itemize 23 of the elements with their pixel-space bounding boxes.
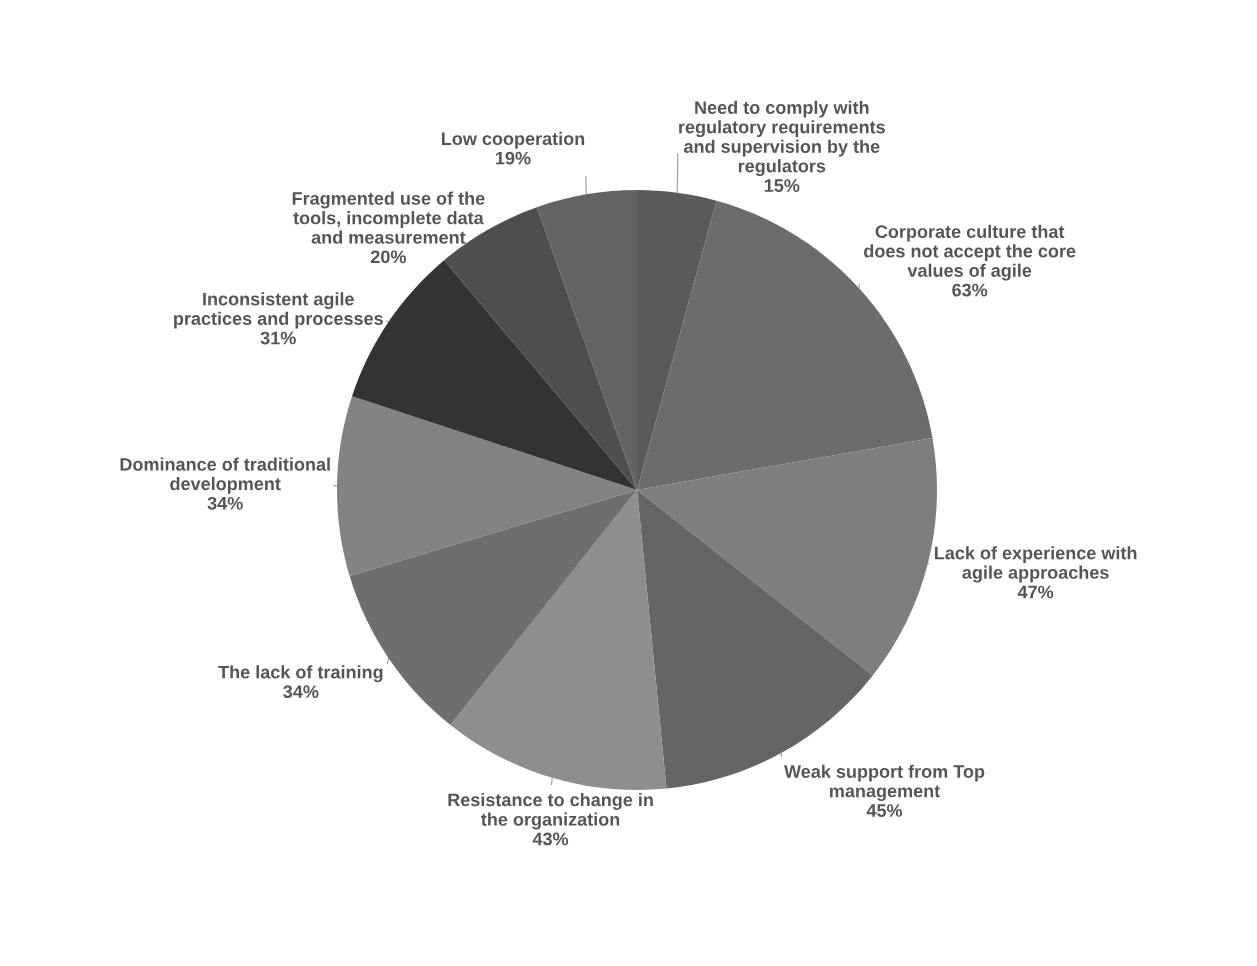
slice-label: Need to comply with regulatory requirements and supervision by the regulators xyxy=(679,100,885,177)
slice-label: Resistance to change in the organization xyxy=(448,793,653,830)
slice-label: Fragmented use of the tools, incomplete data and measurement xyxy=(292,191,485,244)
slice-label: The lack of training xyxy=(218,665,383,683)
slice-label: Corporate culture that does not accept the core values of agile xyxy=(864,224,1076,281)
slice-label: Low cooperation xyxy=(441,131,585,149)
slice-label: Weak support from Top management xyxy=(784,764,985,802)
data-label: 20% xyxy=(370,250,406,264)
data-label: 31% xyxy=(260,331,296,345)
pie-slice xyxy=(337,396,637,577)
data-label: 47% xyxy=(1017,585,1054,599)
data-label: 43% xyxy=(532,832,569,846)
slice-label: Dominance of traditional development xyxy=(120,457,330,494)
data-label: 45% xyxy=(866,804,903,817)
pie-slice xyxy=(637,437,937,676)
data-label: 19% xyxy=(496,151,531,165)
data-label: 15% xyxy=(764,179,800,192)
data-label: 63% xyxy=(952,283,988,297)
pie-slice xyxy=(450,490,667,790)
data-label: 34% xyxy=(207,496,243,510)
slice-label: Lack of experience with agile approaches xyxy=(934,546,1137,583)
slice-label: Inconsistent agile practices and processes xyxy=(174,292,383,329)
data-label: 34% xyxy=(283,685,319,699)
